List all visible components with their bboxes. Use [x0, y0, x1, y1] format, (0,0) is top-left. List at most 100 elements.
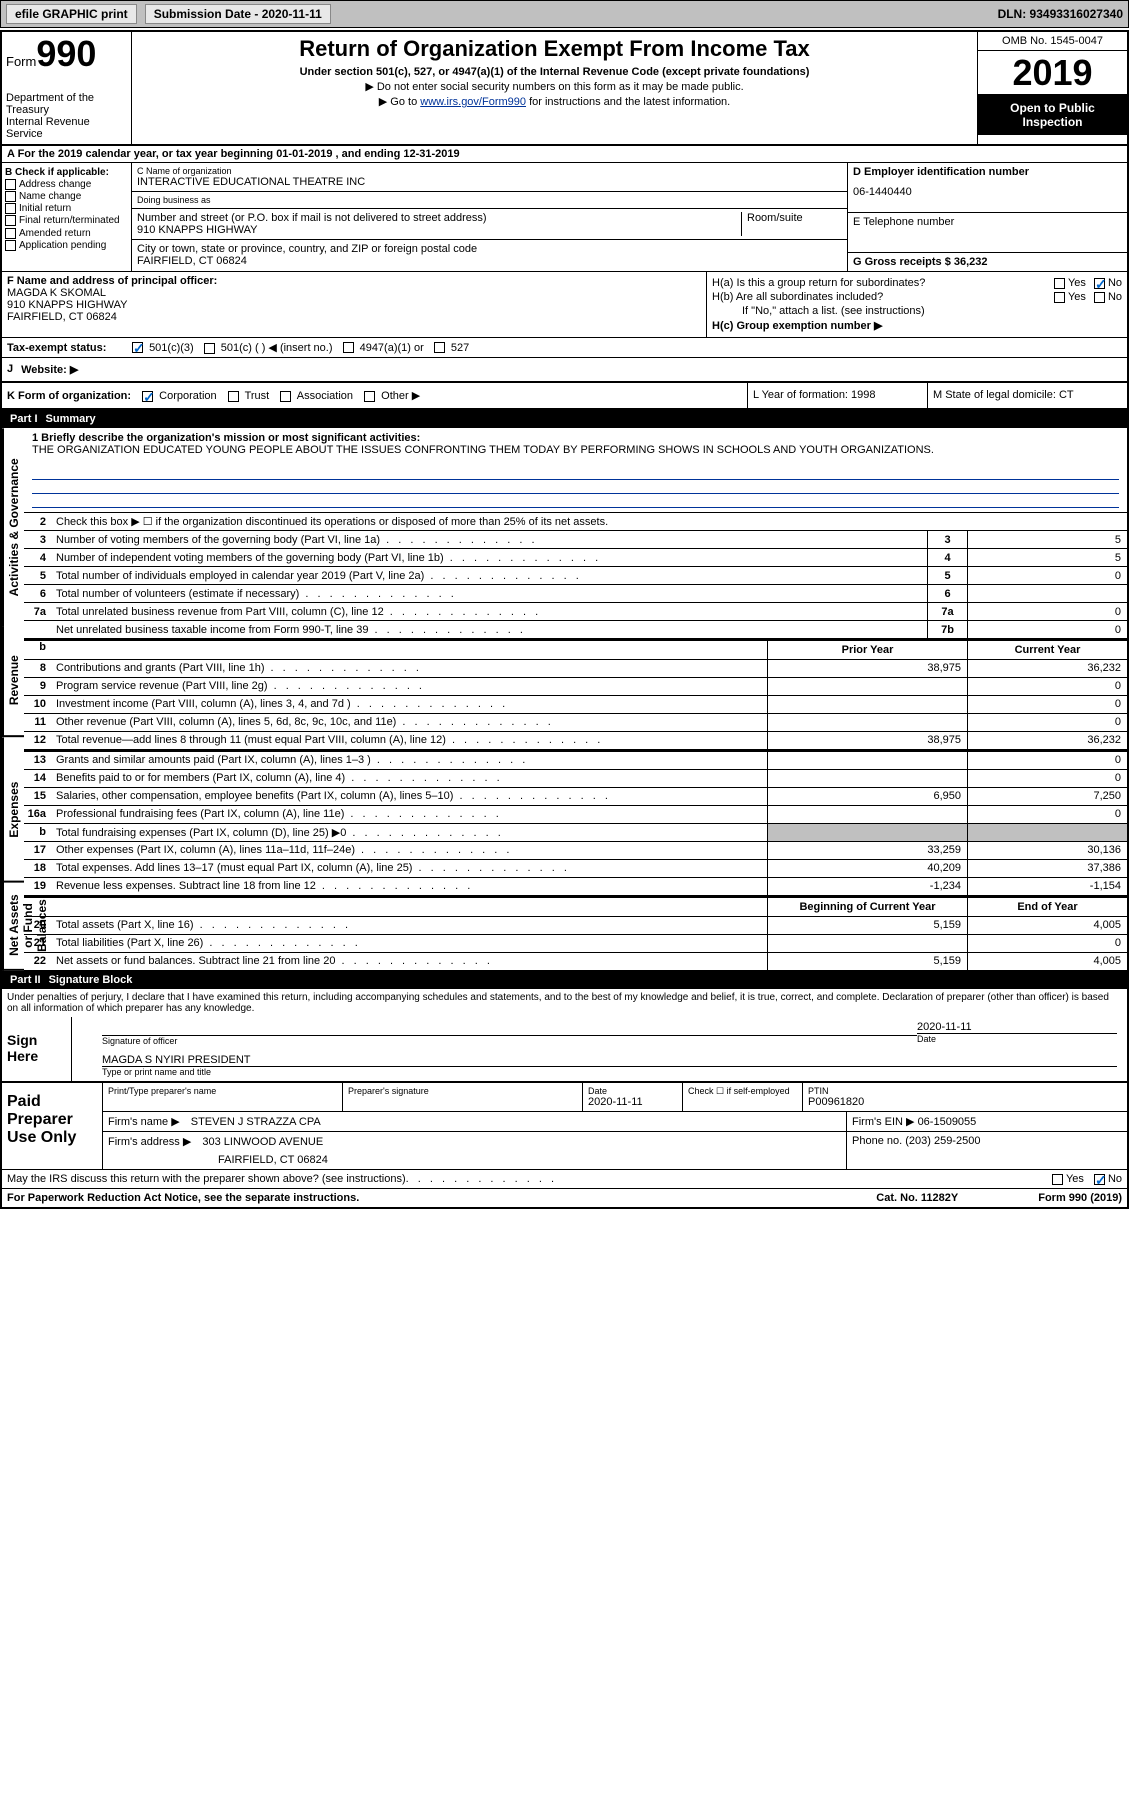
paperwork: For Paperwork Reduction Act Notice, see …	[7, 1192, 359, 1204]
line-3: 3Number of voting members of the governi…	[24, 531, 1127, 549]
klm-row: K Form of organization: Corporation Trus…	[2, 383, 1127, 410]
prep-line2: Firm's name ▶ STEVEN J STRAZZA CPA Firm'…	[103, 1112, 1127, 1132]
k-other[interactable]: Other ▶	[364, 390, 420, 402]
line-13: 13Grants and similar amounts paid (Part …	[24, 752, 1127, 770]
row-a: A For the 2019 calendar year, or tax yea…	[2, 146, 1127, 163]
discuss-yes[interactable]: Yes	[1052, 1173, 1084, 1185]
form-subtitle: Under section 501(c), 527, or 4947(a)(1)…	[142, 66, 967, 78]
line-18: 18Total expenses. Add lines 13–17 (must …	[24, 860, 1127, 878]
line-21: 21Total liabilities (Part X, line 26)0	[24, 935, 1127, 953]
dba-box: Doing business as	[132, 192, 847, 209]
tax-status-row: Tax-exempt status: 501(c)(3) 501(c) ( ) …	[2, 338, 1127, 358]
header-left: Form990 Department of the Treasury Inter…	[2, 32, 132, 144]
city-box: City or town, state or province, country…	[132, 240, 847, 270]
k-trust[interactable]: Trust	[228, 390, 270, 402]
city-value: FAIRFIELD, CT 06824	[137, 255, 842, 267]
sig-officer-label: Signature of officer	[102, 1035, 917, 1046]
officer-addr: 910 KNAPPS HIGHWAY	[7, 299, 701, 311]
ein-value: 06-1440440	[853, 186, 1122, 198]
line-20: 20Total assets (Part X, line 16)5,1594,0…	[24, 917, 1127, 935]
cb-final[interactable]: Final return/terminated	[5, 215, 128, 226]
k-assoc[interactable]: Association	[280, 390, 353, 402]
vert-revenue: Revenue	[2, 626, 24, 737]
net-header: Beginning of Current Year End of Year	[24, 898, 1127, 917]
line-4: 4Number of independent voting members of…	[24, 549, 1127, 567]
section-fh: F Name and address of principal officer:…	[2, 272, 1127, 338]
line-22: 22Net assets or fund balances. Subtract …	[24, 953, 1127, 971]
col-h: H(a) Is this a group return for subordin…	[707, 272, 1127, 337]
header-right: OMB No. 1545-0047 2019 Open to Public In…	[977, 32, 1127, 144]
prior-year-header: Prior Year	[767, 641, 967, 659]
gross-box: G Gross receipts $ 36,232	[848, 253, 1127, 271]
ts-501c3[interactable]: 501(c)(3)	[132, 342, 194, 354]
ts-527[interactable]: 527	[434, 342, 469, 354]
cb-amended[interactable]: Amended return	[5, 228, 128, 239]
line-11: 11Other revenue (Part VIII, column (A), …	[24, 714, 1127, 732]
l-col: L Year of formation: 1998	[747, 383, 927, 408]
note-ssn: ▶ Do not enter social security numbers o…	[142, 80, 967, 93]
prep-date-label: Date	[588, 1086, 677, 1096]
part2-num: Part II	[10, 974, 41, 986]
col-f: F Name and address of principal officer:…	[2, 272, 707, 337]
ts-4947[interactable]: 4947(a)(1) or	[343, 342, 424, 354]
cb-pending[interactable]: Application pending	[5, 240, 128, 251]
prep-line3: Firm's address ▶ 303 LINWOOD AVENUE FAIR…	[103, 1132, 1127, 1169]
note-pre: ▶ Go to	[379, 96, 420, 108]
ein-box: D Employer identification number 06-1440…	[848, 163, 1127, 213]
room-label: Room/suite	[747, 212, 842, 224]
line-12: 12Total revenue—add lines 8 through 11 (…	[24, 732, 1127, 750]
line-15: 15Salaries, other compensation, employee…	[24, 788, 1127, 806]
part1-title: Summary	[46, 413, 96, 425]
i-label: Tax-exempt status:	[7, 342, 122, 354]
ts-501c[interactable]: 501(c) ( ) ◀ (insert no.)	[204, 341, 333, 354]
expense-lines: 13Grants and similar amounts paid (Part …	[24, 752, 1127, 898]
line-16a: 16aProfessional fundraising fees (Part I…	[24, 806, 1127, 824]
part1-body: Activities & Governance Revenue Expenses…	[2, 428, 1127, 971]
dln: DLN: 93493316027340	[998, 7, 1123, 21]
check-self[interactable]: Check ☐ if self-employed	[683, 1083, 803, 1111]
ha-no[interactable]: No	[1094, 277, 1122, 289]
vert-expenses: Expenses	[2, 738, 24, 883]
ptin-label: PTIN	[808, 1086, 1122, 1096]
irs-link[interactable]: www.irs.gov/Form990	[420, 96, 526, 108]
vert-governance: Activities & Governance	[2, 428, 24, 626]
cb-initial[interactable]: Initial return	[5, 203, 128, 214]
footer: For Paperwork Reduction Act Notice, see …	[2, 1188, 1127, 1207]
discuss-no[interactable]: No	[1094, 1173, 1122, 1185]
line-6: 6Total number of volunteers (estimate if…	[24, 585, 1127, 603]
ha-yes[interactable]: Yes	[1054, 277, 1086, 289]
omb-number: OMB No. 1545-0047	[978, 32, 1127, 51]
officer-city: FAIRFIELD, CT 06824	[7, 311, 701, 323]
cb-address[interactable]: Address change	[5, 179, 128, 190]
k-corp[interactable]: Corporation	[142, 390, 217, 402]
hb-yes[interactable]: Yes	[1054, 291, 1086, 303]
sign-fields: Signature of officer 2020-11-11 Date MAG…	[72, 1017, 1127, 1081]
website-label: Website: ▶	[21, 363, 78, 376]
addr-box: Number and street (or P.O. box if mail i…	[132, 209, 847, 240]
m-col: M State of legal domicile: CT	[927, 383, 1127, 408]
org-name: INTERACTIVE EDUCATIONAL THEATRE INC	[137, 176, 842, 188]
sig-date: 2020-11-11	[917, 1021, 1117, 1033]
part2-header: Part II Signature Block	[2, 971, 1127, 989]
col-b: B Check if applicable: Address change Na…	[2, 163, 132, 271]
note-link: ▶ Go to www.irs.gov/Form990 for instruct…	[142, 95, 967, 108]
line-7a: 7aTotal unrelated business revenue from …	[24, 603, 1127, 621]
hb-no[interactable]: No	[1094, 291, 1122, 303]
cb-name[interactable]: Name change	[5, 191, 128, 202]
website-row: J Website: ▶	[2, 358, 1127, 383]
discuss-row: May the IRS discuss this return with the…	[2, 1169, 1127, 1188]
paid-preparer-row: Paid Preparer Use Only Print/Type prepar…	[2, 1082, 1127, 1169]
k-label: K Form of organization:	[7, 390, 131, 402]
h-c: H(c) Group exemption number ▶	[712, 319, 1122, 332]
line-14: 14Benefits paid to or for members (Part …	[24, 770, 1127, 788]
efile-button[interactable]: efile GRAPHIC print	[6, 4, 137, 24]
part2-title: Signature Block	[49, 974, 133, 986]
open-public: Open to Public Inspection	[978, 95, 1127, 135]
line-8: 8Contributions and grants (Part VIII, li…	[24, 660, 1127, 678]
line-17: 17Other expenses (Part IX, column (A), l…	[24, 842, 1127, 860]
discuss-text: May the IRS discuss this return with the…	[7, 1173, 406, 1185]
begin-year-header: Beginning of Current Year	[767, 898, 967, 916]
firm-ein-label: Firm's EIN ▶	[852, 1116, 915, 1128]
officer-name: MAGDA K SKOMAL	[7, 287, 701, 299]
dba-label: Doing business as	[137, 195, 842, 205]
